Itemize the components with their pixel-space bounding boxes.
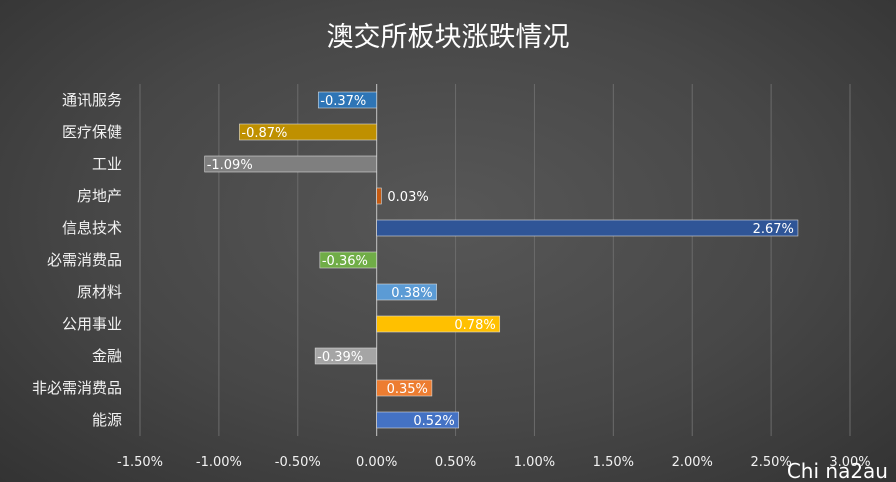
grid-lines [139,84,851,436]
bar [204,155,377,173]
category-label: 信息技术 [62,219,122,237]
bar [376,315,501,333]
x-tick-label: 0.50% [435,455,476,470]
x-tick-label: 1.50% [593,455,634,470]
x-tick-label: 2.50% [750,455,791,470]
category-label: 房地产 [77,187,122,205]
data-label: 0.52% [413,414,454,429]
watermark-text: Chi na2au [787,459,888,482]
x-tick-label: -1.00% [196,455,242,470]
bar [376,283,437,301]
bar [376,219,799,237]
category-label: 原材料 [77,283,122,301]
data-label: -0.39% [317,350,363,365]
category-label: 工业 [92,155,122,173]
data-label: -0.36% [322,254,368,269]
data-label: 0.03% [387,190,428,205]
data-label: 0.78% [454,318,495,333]
data-label: 0.35% [387,382,428,397]
x-tick-label: 3.00% [829,455,870,470]
category-label: 能源 [92,411,122,429]
chart-title: 澳交所板块涨跌情况 [327,22,570,53]
category-label: 公用事业 [62,315,122,333]
bar [376,411,460,429]
bar [314,347,377,365]
bar [376,187,382,205]
x-axis-ticks: -1.50% -1.00% -0.50% 0.00% 0.50% 1.00% 1.50% 2.… [117,455,871,470]
bar [239,123,377,141]
category-label: 通讯服务 [62,91,122,109]
data-label: -1.09% [207,158,253,173]
bar [319,251,377,269]
bar [376,379,433,397]
bar [317,91,377,109]
category-label: 必需消费品 [47,251,122,269]
category-label: 医疗保健 [62,123,122,141]
x-tick-label: -0.50% [275,455,321,470]
x-tick-label: 0.00% [356,455,397,470]
data-label: 0.38% [391,286,432,301]
category-label: 非必需消费品 [32,379,122,397]
x-tick-label: 1.00% [514,455,555,470]
category-label: 金融 [92,347,122,365]
data-label: -0.37% [320,94,366,109]
data-label: 2.67% [753,222,794,237]
bars: -0.37% -0.87% -1.09% 0.03% 2.67% -0.36% 0.38% 0… [204,91,799,429]
data-label: -0.87% [241,126,287,141]
x-tick-label: 2.00% [672,455,713,470]
x-tick-label: -1.50% [117,455,163,470]
